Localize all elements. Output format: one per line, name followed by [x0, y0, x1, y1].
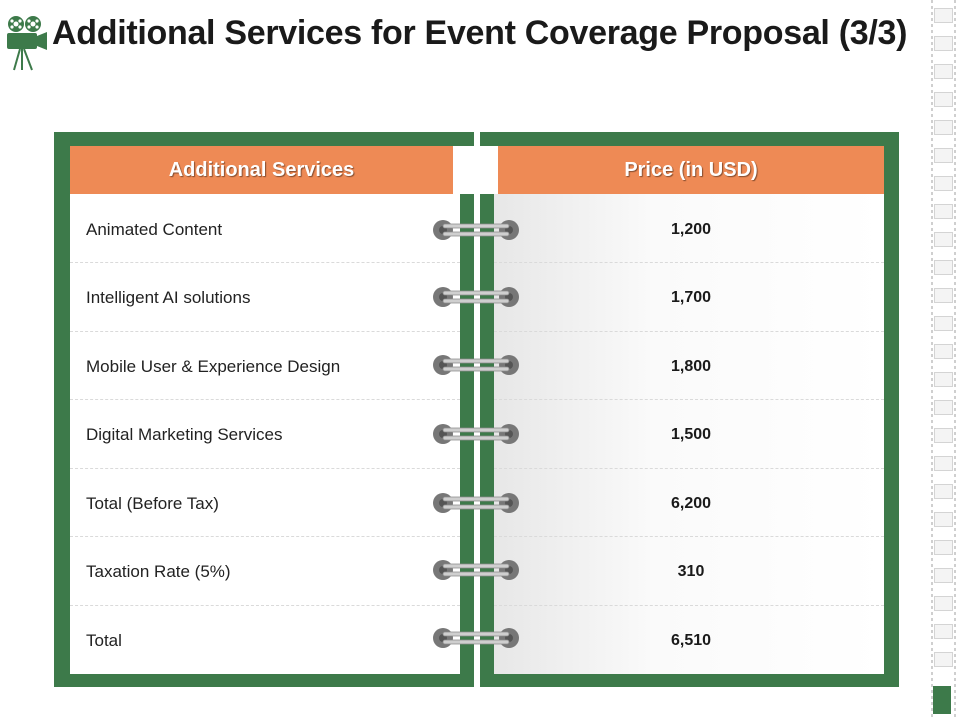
price-total: 6,510	[670, 632, 712, 649]
row-divider	[70, 399, 460, 400]
row-divider	[494, 262, 884, 263]
price-taxation-rate: 310	[677, 563, 705, 580]
film-camera-icon	[2, 12, 48, 72]
service-label-total-before-tax: Total (Before Tax)	[86, 494, 219, 513]
binder-ring-icon	[433, 560, 519, 580]
row-divider	[70, 605, 460, 606]
decorative-strip	[928, 0, 960, 720]
binder-ring-icon	[433, 493, 519, 513]
notebook-right-page	[494, 194, 884, 674]
page-title: Additional Services for Event Coverage P…	[52, 14, 908, 52]
corner-accent	[933, 686, 951, 714]
row-divider	[494, 331, 884, 332]
header-additional-services: Additional Services	[70, 146, 453, 194]
header-gap	[453, 146, 498, 194]
price-digital-marketing: 1,500	[670, 426, 712, 443]
row-divider	[70, 331, 460, 332]
row-divider	[70, 536, 460, 537]
binder-ring-icon	[433, 424, 519, 444]
binder-ring-icon	[433, 355, 519, 375]
notebook-left-page	[70, 194, 460, 674]
price-mobile-ux: 1,800	[670, 358, 712, 375]
row-divider	[70, 468, 460, 469]
service-label-mobile-ux: Mobile User & Experience Design	[86, 357, 341, 376]
service-label-ai-solutions: Intelligent AI solutions	[86, 288, 251, 307]
binder-ring-icon	[433, 220, 519, 240]
service-label-taxation-rate: Taxation Rate (5%)	[86, 562, 231, 581]
service-label-total: Total	[86, 631, 122, 650]
header-price: Price (in USD)	[498, 146, 884, 194]
row-divider	[494, 536, 884, 537]
service-label-animated-content: Animated Content	[86, 220, 223, 239]
price-ai-solutions: 1,700	[670, 289, 712, 306]
price-animated-content: 1,200	[670, 221, 712, 238]
row-divider	[494, 605, 884, 606]
row-divider	[494, 399, 884, 400]
service-label-digital-marketing: Digital Marketing Services	[86, 425, 283, 444]
binder-ring-icon	[433, 628, 519, 648]
price-total-before-tax: 6,200	[670, 495, 712, 512]
binder-ring-icon	[433, 287, 519, 307]
notebook-seam	[474, 132, 480, 687]
row-divider	[70, 262, 460, 263]
row-divider	[494, 468, 884, 469]
